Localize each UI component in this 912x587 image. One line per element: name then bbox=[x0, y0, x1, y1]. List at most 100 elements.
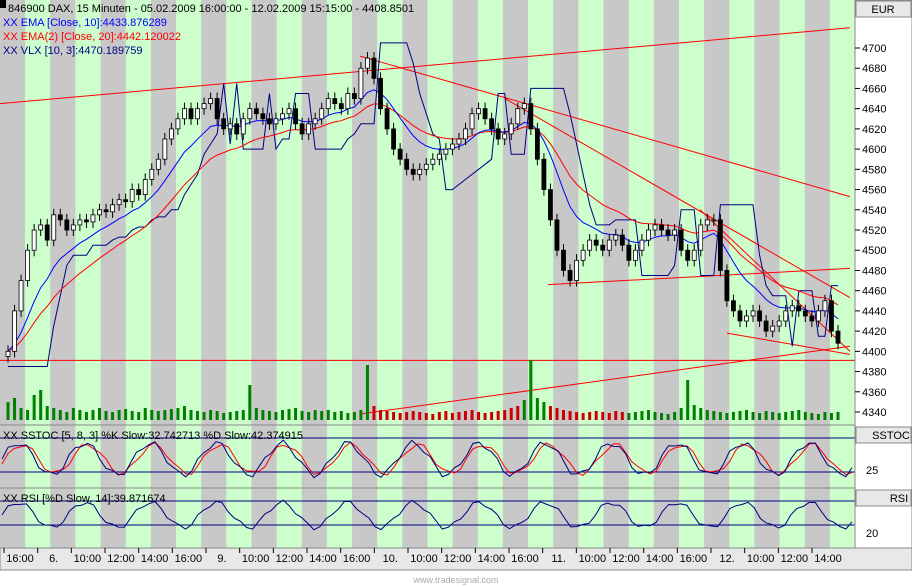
y-tick-label: 4640 bbox=[862, 104, 886, 116]
volume-bar bbox=[176, 408, 180, 420]
volume-bar bbox=[516, 406, 520, 420]
y-tick-label: 4400 bbox=[862, 346, 886, 358]
volume-bar bbox=[803, 412, 807, 420]
volume-bar bbox=[339, 411, 343, 420]
x-axis bbox=[0, 547, 912, 571]
candle-body bbox=[456, 138, 462, 145]
candle-body bbox=[142, 179, 148, 196]
candle-body bbox=[260, 113, 266, 120]
volume-bar bbox=[522, 400, 526, 420]
candle-body bbox=[731, 300, 736, 312]
volume-bar bbox=[450, 413, 454, 420]
candle-body bbox=[489, 118, 495, 130]
volume-bar bbox=[326, 410, 330, 420]
candle-body bbox=[770, 325, 776, 332]
candle-body bbox=[319, 108, 325, 120]
candle-body bbox=[502, 133, 508, 140]
candle-body bbox=[116, 199, 122, 206]
candle-body bbox=[744, 315, 749, 322]
y-tick-label: 4620 bbox=[862, 124, 886, 136]
candle-body bbox=[201, 103, 207, 110]
candle-body bbox=[267, 118, 272, 125]
candle-body bbox=[593, 239, 599, 246]
volume-bar bbox=[777, 413, 781, 420]
candle-body bbox=[436, 153, 442, 160]
volume-bar bbox=[143, 408, 147, 420]
candle-body bbox=[391, 128, 396, 150]
y-tick-label: 4600 bbox=[862, 144, 886, 156]
trendline-down-2 bbox=[504, 98, 851, 299]
candle-body bbox=[70, 224, 76, 231]
session-band bbox=[50, 0, 76, 548]
volume-bar bbox=[124, 409, 128, 420]
volume-bar bbox=[490, 412, 494, 420]
candle-body bbox=[704, 219, 710, 226]
volume-bar bbox=[405, 412, 409, 420]
volume-bar bbox=[581, 413, 585, 420]
trendline-down-3 bbox=[699, 209, 851, 352]
volume-bar bbox=[169, 409, 173, 420]
candle-body bbox=[227, 123, 233, 130]
volume-bar bbox=[712, 411, 716, 420]
x-tick-label: 14:00 bbox=[814, 553, 842, 565]
candle-body bbox=[280, 113, 285, 120]
candle-body bbox=[737, 310, 743, 322]
candle-body bbox=[51, 214, 57, 241]
watermark: www.tradesignal.com bbox=[412, 575, 498, 585]
candle-body bbox=[149, 168, 155, 180]
volume-bar bbox=[431, 414, 435, 420]
volume-bar bbox=[58, 410, 62, 420]
candle-body bbox=[221, 118, 227, 130]
chart-title: 846900 DAX, 15 Minuten - 05.02.2009 16:0… bbox=[8, 3, 414, 15]
session-band bbox=[528, 0, 554, 548]
candle-body bbox=[541, 158, 547, 190]
session-band bbox=[176, 0, 202, 548]
volume-bar bbox=[568, 411, 572, 420]
volume-bar bbox=[385, 411, 389, 420]
volume-bar bbox=[182, 406, 186, 420]
candle-body bbox=[508, 123, 514, 135]
volume-bar bbox=[444, 411, 448, 420]
volume-bar bbox=[45, 406, 49, 420]
candle-body bbox=[580, 249, 586, 261]
candle-body bbox=[103, 209, 109, 213]
candle-body bbox=[25, 249, 31, 281]
volume-bar bbox=[163, 410, 167, 420]
candle-body bbox=[12, 310, 17, 352]
candle-body bbox=[397, 148, 403, 160]
sstoc-axis-tick: 25 bbox=[866, 465, 878, 477]
candle-body bbox=[626, 244, 632, 261]
volume-bar bbox=[555, 408, 559, 420]
volume-bar bbox=[823, 412, 827, 420]
x-tick-label: 16:00 bbox=[6, 553, 34, 565]
x-tick-label: 16:00 bbox=[343, 553, 371, 565]
volume-bar bbox=[411, 411, 415, 420]
candle-body bbox=[796, 305, 802, 312]
ema10-label: XX EMA [Close, 10]:4433.876289 bbox=[3, 17, 167, 29]
volume-bar bbox=[705, 410, 709, 420]
candle-body bbox=[476, 108, 481, 115]
volume-bar bbox=[620, 412, 624, 420]
currency-label: EUR bbox=[871, 4, 894, 16]
candle-body bbox=[646, 229, 651, 241]
volume-bar bbox=[215, 411, 219, 420]
volume-bar bbox=[660, 413, 664, 420]
volume-bar bbox=[810, 413, 814, 420]
candle-body bbox=[299, 123, 305, 135]
candle-body bbox=[84, 219, 89, 223]
volume-bar bbox=[254, 408, 258, 420]
candle-body bbox=[57, 214, 63, 221]
volume-bar bbox=[39, 390, 43, 420]
volume-bar bbox=[26, 410, 30, 420]
trendline-channel bbox=[547, 267, 851, 286]
candle-body bbox=[829, 300, 834, 332]
session-band bbox=[402, 0, 428, 548]
volume-bar bbox=[117, 410, 121, 420]
candle-body bbox=[652, 224, 658, 231]
candle-body bbox=[665, 229, 671, 236]
session-band bbox=[779, 0, 806, 548]
sstoc-label: XX SSTOC [5, 8, 3] %K Slow:32.742713 %D … bbox=[3, 430, 303, 442]
y-tick-label: 4360 bbox=[862, 387, 886, 399]
volume-bar bbox=[398, 413, 402, 420]
rsi-label: XX RSI [%D Slow, 14]:39.871674 bbox=[3, 493, 166, 505]
